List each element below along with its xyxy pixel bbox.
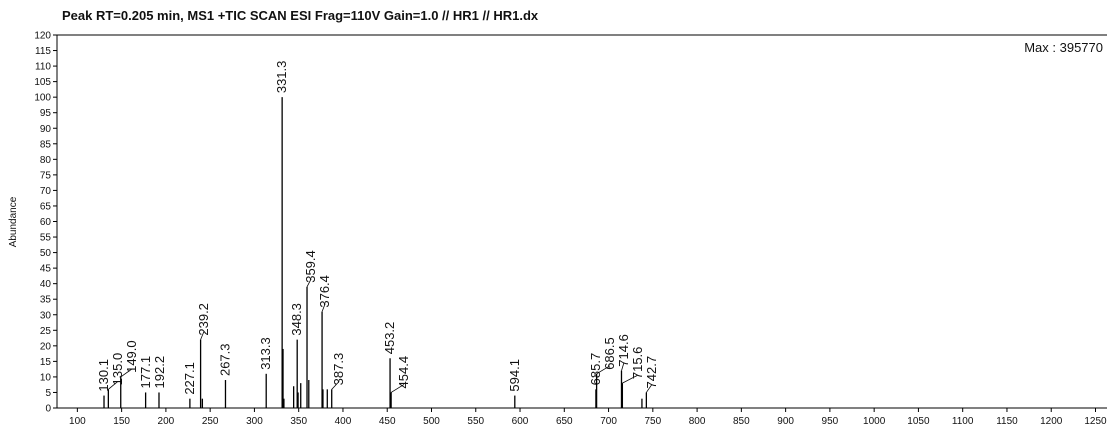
y-tick-label: 95 — [40, 108, 52, 119]
x-tick-label: 400 — [335, 416, 352, 427]
y-tick-label: 70 — [40, 186, 52, 197]
peak-label: 149.0 — [124, 340, 139, 373]
x-tick-label: 800 — [689, 416, 706, 427]
peak-label: 239.2 — [196, 303, 211, 336]
x-tick-label: 1150 — [996, 416, 1018, 427]
y-tick-label: 40 — [40, 279, 52, 290]
y-tick-label: 90 — [40, 124, 52, 135]
y-axis-label: Abundance — [8, 196, 19, 247]
x-tick-label: 700 — [600, 416, 617, 427]
y-tick-label: 25 — [40, 326, 52, 337]
x-tick-label: 950 — [822, 416, 839, 427]
leader-line — [596, 365, 611, 375]
leader-line — [306, 278, 312, 287]
y-tick-label: 30 — [40, 310, 52, 321]
annotation: Max : 395770 — [1024, 40, 1103, 55]
x-tick-label: 500 — [423, 416, 440, 427]
x-tick-label: 850 — [733, 416, 750, 427]
x-tick-label: 600 — [512, 416, 529, 427]
leader-line — [646, 384, 653, 393]
peak-label: 135.0 — [110, 353, 125, 386]
leader-line — [120, 368, 133, 378]
x-tick-label: 200 — [158, 416, 175, 427]
leader-line — [621, 362, 625, 371]
y-tick-label: 80 — [40, 155, 52, 166]
peak-label: 267.3 — [217, 343, 232, 376]
peak-label: 192.2 — [152, 356, 167, 389]
peak-label: 715.6 — [630, 347, 645, 380]
x-tick-label: 1000 — [863, 416, 886, 427]
leader-line — [321, 303, 326, 312]
y-tick-label: 20 — [40, 341, 52, 352]
y-tick-label: 115 — [35, 46, 51, 57]
y-tick-label: 105 — [34, 77, 51, 88]
x-tick-label: 750 — [644, 416, 661, 427]
peak-label: 742.7 — [644, 356, 659, 389]
leader-line — [390, 384, 405, 393]
chart-title: Peak RT=0.205 min, MS1 +TIC SCAN ESI Fra… — [62, 8, 539, 23]
y-tick-label: 60 — [40, 217, 52, 228]
x-tick-label: 1100 — [952, 416, 974, 427]
peak-label: 376.4 — [317, 275, 332, 308]
peak-label: 359.4 — [303, 250, 318, 283]
peak-label: 313.3 — [258, 337, 273, 370]
x-tick-label: 350 — [290, 416, 307, 427]
x-tick-label: 300 — [246, 416, 263, 427]
y-tick-label: 45 — [40, 264, 52, 275]
y-tick-label: 75 — [40, 170, 52, 181]
y-tick-label: 55 — [40, 233, 52, 244]
x-tick-label: 550 — [467, 416, 484, 427]
peak-label: 685.7 — [588, 353, 603, 386]
x-tick-label: 650 — [556, 416, 573, 427]
peak-label: 348.3 — [289, 303, 304, 336]
peak-label: 714.6 — [616, 334, 631, 367]
peak-label: 453.2 — [382, 322, 397, 355]
x-tick-label: 250 — [202, 416, 219, 427]
peak-label: 177.1 — [138, 356, 153, 389]
x-tick-label: 450 — [379, 416, 396, 427]
leader-line — [331, 381, 340, 390]
y-tick-label: 10 — [40, 372, 52, 383]
y-tick-label: 15 — [40, 357, 52, 368]
y-tick-label: 65 — [40, 201, 52, 212]
peak-label: 387.3 — [331, 353, 346, 386]
peak-label: 686.5 — [602, 337, 617, 370]
y-tick-label: 35 — [40, 295, 52, 306]
y-tick-label: 85 — [40, 139, 52, 150]
x-tick-label: 1200 — [1040, 416, 1063, 427]
peak-label: 594.1 — [507, 359, 522, 392]
y-tick-label: 110 — [35, 62, 51, 73]
leader-line — [622, 374, 639, 384]
x-tick-label: 1250 — [1084, 416, 1107, 427]
y-tick-label: 5 — [45, 388, 51, 399]
x-tick-label: 150 — [113, 416, 130, 427]
x-tick-label: 900 — [777, 416, 794, 427]
peak-label: 130.1 — [96, 359, 111, 392]
y-tick-label: 50 — [40, 248, 52, 259]
leader-line — [200, 331, 205, 340]
x-tick-label: 1050 — [907, 416, 930, 427]
peak-label: 227.1 — [182, 362, 197, 395]
y-tick-label: 120 — [34, 31, 51, 42]
y-tick-label: 0 — [45, 404, 51, 415]
peak-label: 331.3 — [274, 61, 289, 94]
y-tick-label: 100 — [34, 93, 51, 104]
peak-label: 454.4 — [396, 356, 411, 389]
leader-line — [108, 381, 119, 390]
x-tick-label: 100 — [69, 416, 86, 427]
